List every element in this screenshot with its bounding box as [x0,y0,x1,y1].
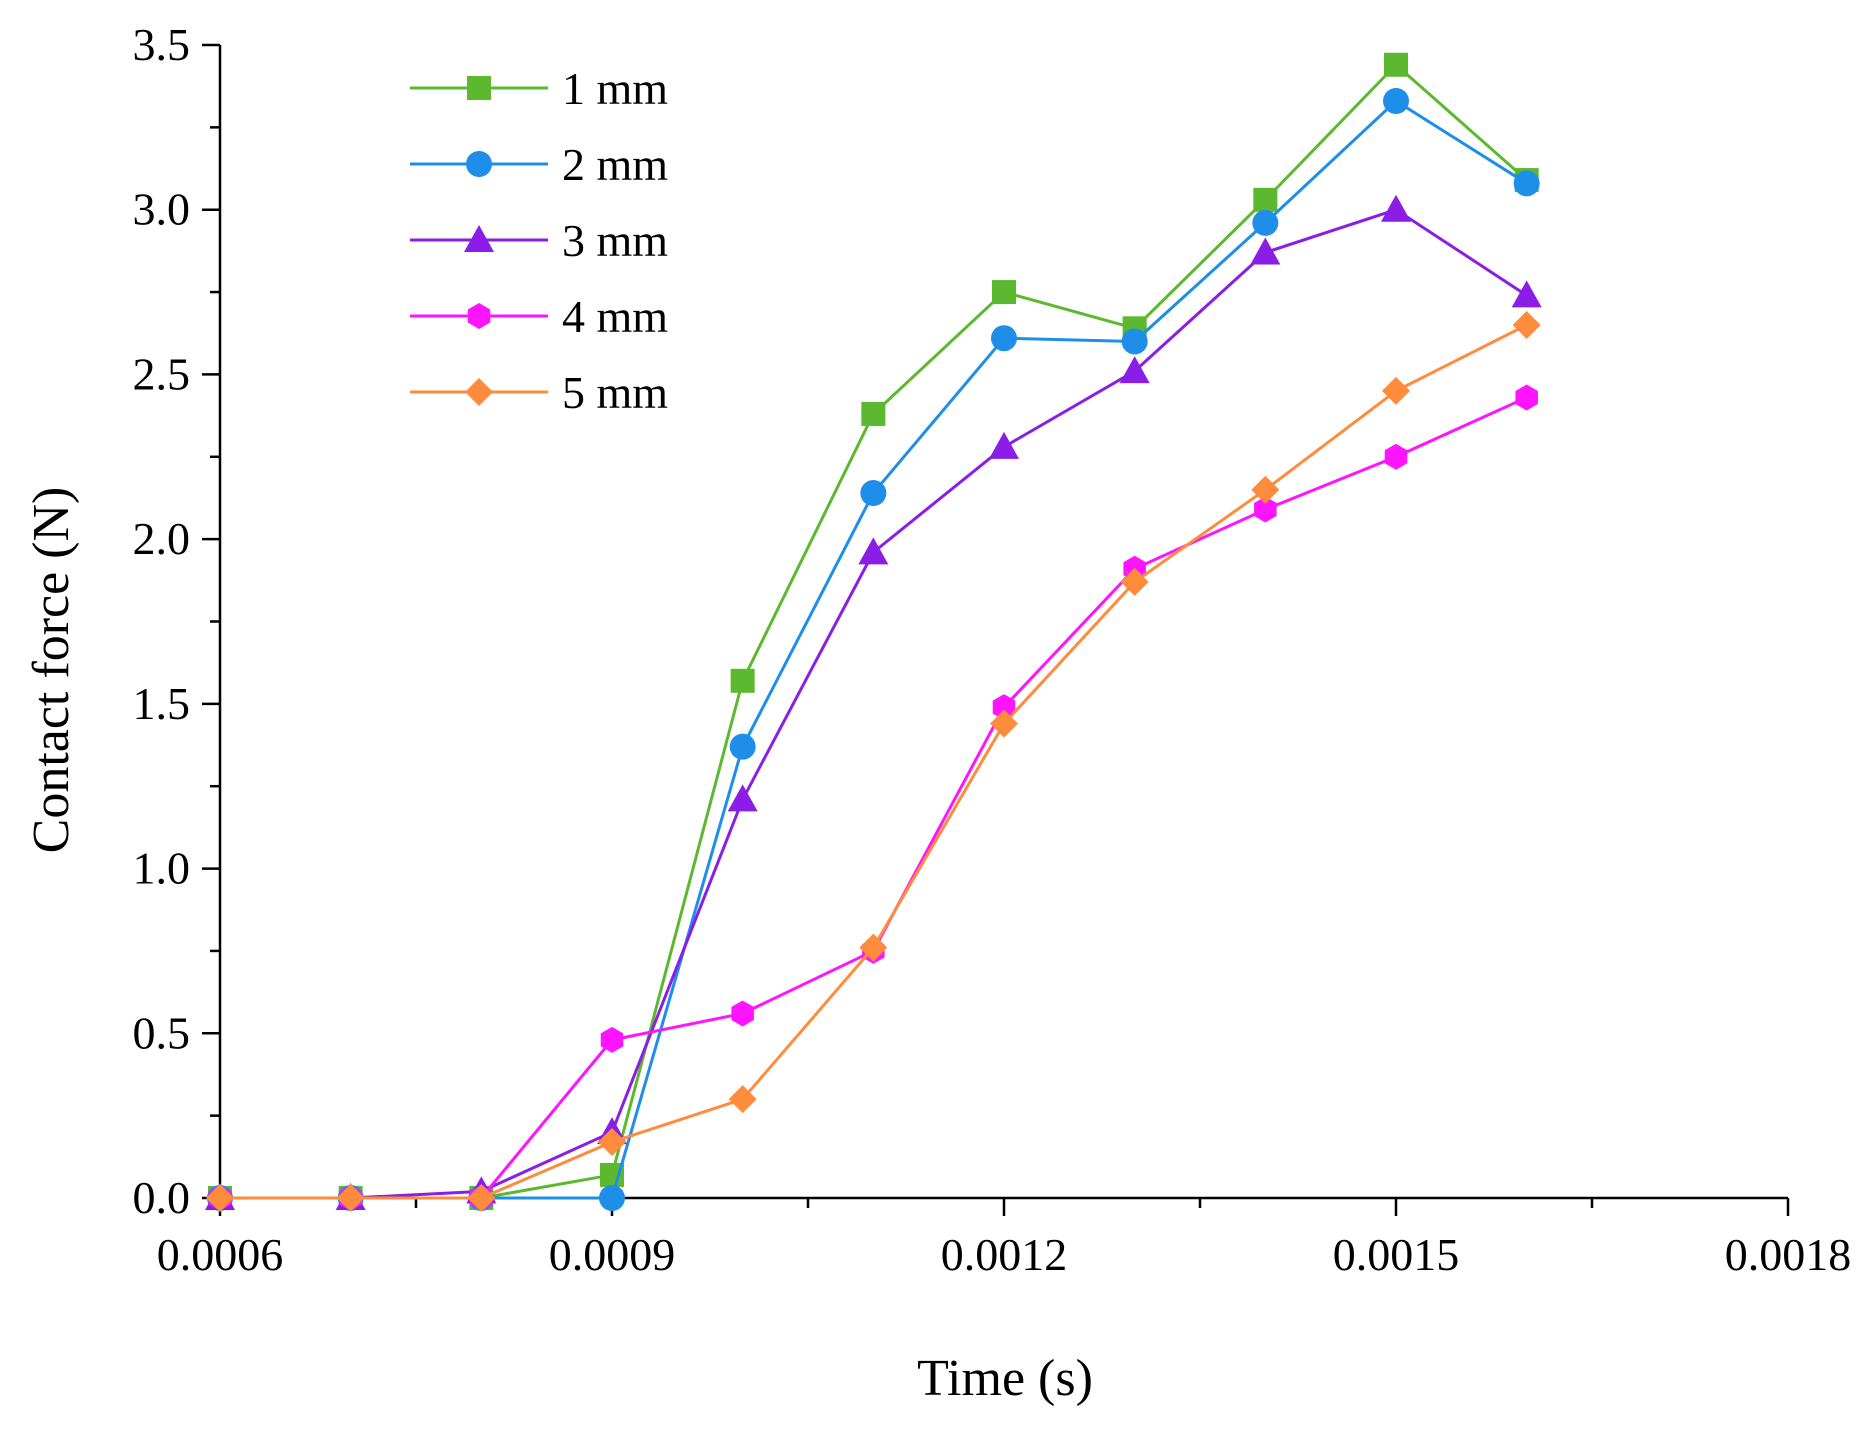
data-point [598,1127,626,1156]
x-tick-label: 0.0009 [549,1229,676,1280]
legend-item: 5 mm [410,367,668,418]
y-tick-label: 3.0 [133,184,191,235]
series-2-mm [207,88,1540,1211]
data-point [731,1000,754,1027]
series-line [220,323,1528,1200]
series-5-mm [206,311,1541,1212]
data-point [1383,88,1409,115]
data-point [1511,280,1542,308]
data-point [1384,443,1408,470]
legend-item: 3 mm [410,215,668,266]
x-axis-title: Time (s) [917,1350,1093,1407]
legend-marker [467,76,491,100]
data-point [1513,170,1540,197]
data-point [1251,475,1280,504]
data-point [859,933,888,962]
y-axis-title: Contact force (N) [23,487,80,854]
legend-marker [465,378,493,406]
data-point [467,1184,496,1212]
series-1-mm [208,52,1539,1210]
y-tick-label: 1.5 [133,678,191,729]
data-point [1250,237,1281,265]
x-tick-label: 0.0018 [1725,1229,1852,1280]
y-tick-label: 2.5 [133,348,191,399]
legend-item: 4 mm [410,291,668,342]
legend-label: 5 mm [562,367,668,418]
data-point [858,537,889,565]
y-tick-label: 3.5 [133,19,191,70]
data-point [1119,356,1150,384]
legend-marker [467,303,491,329]
data-point [1382,376,1410,405]
legend-label: 1 mm [562,63,668,114]
data-point [729,733,756,760]
data-point [727,784,758,812]
series-layer [205,52,1542,1212]
x-tick-label: 0.0012 [941,1229,1068,1280]
series-line [220,63,1528,1200]
data-point [599,1185,625,1211]
data-point [1120,567,1149,596]
data-point [1381,194,1411,222]
axes: 0.0006 0.0009 0.0012 0.0015 0.0018 0.0 0.5 1.0 1… [133,19,1852,1280]
y-tick-label: 0.0 [133,1172,191,1223]
data-point [992,694,1016,721]
data-point [600,1026,624,1053]
data-point [992,280,1016,305]
series-line [220,99,1528,1200]
y-tick-label: 0.5 [133,1007,191,1058]
legend-label: 3 mm [562,215,668,266]
y-tick-label: 2.0 [133,513,191,564]
data-point [1512,311,1541,340]
data-point [1515,384,1538,411]
data-point [336,1184,365,1212]
data-point [1254,496,1277,523]
series-3-mm [205,194,1542,1210]
data-point [1253,187,1278,212]
data-point [730,668,755,693]
data-point [860,480,887,507]
data-point [728,1085,757,1114]
legend-marker [466,151,492,177]
legend-label: 4 mm [562,291,668,342]
data-point [989,431,1019,459]
data-point [861,401,886,426]
legend: 1 mm 2 mm 3 mm 4 mm 5 mm [410,63,668,418]
y-tick-label: 1.0 [133,843,191,894]
data-point [1121,328,1148,355]
legend-item: 1 mm [410,63,668,114]
legend-label: 2 mm [562,139,668,190]
series-4-mm [208,384,1538,1211]
data-point [990,709,1018,738]
data-point [1252,209,1279,236]
series-line [220,208,1528,1200]
series-line [220,396,1528,1200]
legend-marker [464,225,494,252]
x-tick-label: 0.0015 [1333,1229,1460,1280]
data-point [991,325,1017,352]
legend-item: 2 mm [410,139,668,190]
x-tick-label: 0.0006 [157,1229,284,1280]
data-point [206,1184,234,1212]
data-point [1384,52,1408,77]
